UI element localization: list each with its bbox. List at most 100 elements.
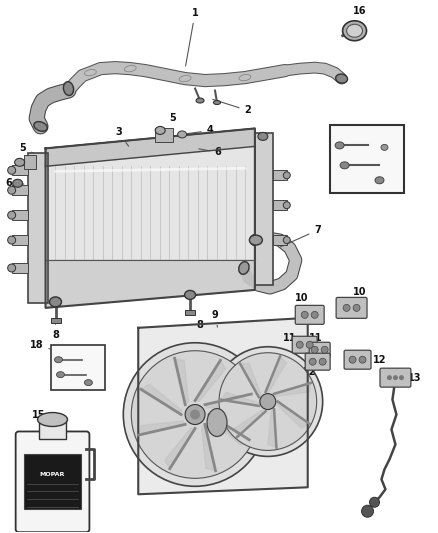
Circle shape [319, 358, 326, 365]
Bar [273, 235, 287, 245]
Ellipse shape [8, 166, 16, 174]
Text: 15: 15 [32, 409, 51, 427]
Ellipse shape [283, 237, 290, 244]
Text: 5: 5 [164, 114, 176, 128]
Polygon shape [268, 409, 276, 448]
Polygon shape [205, 394, 251, 408]
Ellipse shape [34, 122, 47, 131]
Bar [155, 128, 173, 142]
Text: 12: 12 [360, 354, 386, 365]
Ellipse shape [155, 126, 165, 134]
Circle shape [349, 356, 356, 363]
Polygon shape [201, 424, 215, 471]
Text: 11: 11 [309, 333, 322, 350]
Polygon shape [240, 363, 261, 397]
Bar [24, 455, 81, 509]
Text: 11: 11 [283, 333, 302, 344]
Text: 10: 10 [295, 293, 308, 312]
Ellipse shape [283, 201, 290, 209]
Ellipse shape [8, 264, 16, 272]
Polygon shape [46, 128, 255, 166]
Ellipse shape [335, 142, 344, 149]
Bar [50, 345, 106, 390]
FancyBboxPatch shape [344, 350, 371, 369]
Polygon shape [46, 260, 255, 308]
Circle shape [306, 341, 313, 348]
Polygon shape [46, 128, 255, 308]
Ellipse shape [283, 172, 290, 179]
Ellipse shape [196, 98, 204, 103]
Circle shape [311, 311, 318, 318]
Bar [12, 185, 28, 195]
Text: 3: 3 [115, 127, 129, 146]
Text: 6: 6 [199, 147, 221, 157]
Circle shape [296, 341, 303, 348]
Ellipse shape [38, 413, 67, 426]
Circle shape [301, 311, 308, 318]
Bar [24, 155, 35, 169]
Text: 2: 2 [213, 99, 251, 116]
Ellipse shape [336, 74, 347, 83]
Ellipse shape [375, 177, 384, 184]
Ellipse shape [239, 262, 249, 274]
Circle shape [370, 497, 379, 507]
Polygon shape [195, 360, 226, 401]
Text: 8: 8 [52, 321, 59, 340]
Bar [28, 154, 48, 303]
FancyBboxPatch shape [305, 353, 330, 370]
Polygon shape [141, 384, 182, 415]
Ellipse shape [64, 82, 74, 95]
Bar [185, 310, 195, 315]
Circle shape [190, 409, 200, 419]
Ellipse shape [8, 211, 16, 219]
Circle shape [359, 356, 366, 363]
Text: 7: 7 [280, 225, 321, 247]
Ellipse shape [13, 179, 23, 187]
Ellipse shape [54, 357, 63, 362]
Ellipse shape [184, 290, 196, 300]
Ellipse shape [346, 25, 363, 37]
Text: 13: 13 [397, 373, 421, 383]
Circle shape [309, 358, 316, 365]
FancyBboxPatch shape [336, 297, 367, 318]
Polygon shape [138, 318, 308, 494]
Circle shape [361, 505, 374, 517]
Text: 10: 10 [353, 287, 366, 305]
Bar [39, 419, 67, 439]
Bar [12, 165, 28, 175]
Polygon shape [139, 421, 185, 435]
Ellipse shape [14, 158, 25, 166]
Text: 16: 16 [349, 6, 366, 30]
Polygon shape [265, 357, 286, 392]
Polygon shape [221, 392, 259, 406]
Polygon shape [208, 415, 249, 445]
Polygon shape [234, 410, 265, 437]
Bar [12, 210, 28, 220]
Text: 12: 12 [303, 362, 318, 377]
Ellipse shape [85, 379, 92, 385]
Text: 4: 4 [185, 125, 213, 135]
Text: 6: 6 [5, 178, 24, 188]
Bar [12, 235, 28, 245]
Ellipse shape [8, 186, 16, 194]
Circle shape [387, 375, 392, 380]
Ellipse shape [213, 101, 220, 104]
Bar [273, 200, 287, 210]
Text: 1: 1 [186, 8, 198, 66]
Circle shape [219, 353, 317, 450]
Ellipse shape [57, 372, 64, 378]
Circle shape [131, 351, 259, 478]
Text: 18: 18 [30, 340, 50, 350]
FancyBboxPatch shape [295, 305, 324, 324]
Ellipse shape [178, 131, 187, 138]
Circle shape [343, 304, 350, 311]
Circle shape [124, 343, 267, 486]
Circle shape [399, 375, 404, 380]
Ellipse shape [49, 297, 61, 307]
Circle shape [185, 405, 205, 424]
Ellipse shape [249, 235, 262, 245]
Bar [330, 125, 404, 193]
Circle shape [311, 346, 318, 353]
Text: 9: 9 [212, 310, 219, 327]
FancyBboxPatch shape [380, 368, 411, 387]
